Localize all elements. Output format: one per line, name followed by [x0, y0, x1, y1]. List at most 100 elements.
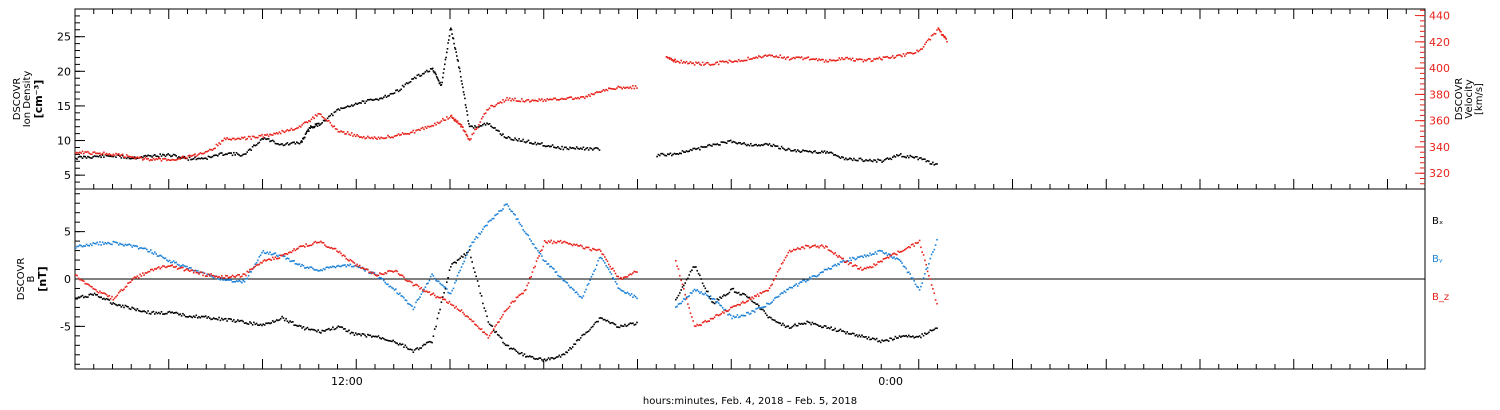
- point-ion-density: [464, 97, 466, 100]
- point-velocity: [259, 135, 262, 137]
- point-by: [140, 247, 143, 249]
- point-ion-density: [109, 155, 112, 158]
- point-by: [776, 296, 779, 298]
- point-bz: [239, 276, 242, 278]
- point-ion-density: [451, 33, 453, 35]
- point-bx: [593, 323, 595, 326]
- point-bz: [601, 253, 603, 255]
- point-velocity: [253, 135, 255, 138]
- point-ion-density: [436, 77, 439, 79]
- point-velocity: [223, 137, 226, 140]
- point-by: [862, 256, 865, 259]
- tick-label-top-right-1: 340: [1429, 141, 1450, 154]
- point-ion-density: [925, 160, 927, 163]
- point-by: [446, 288, 448, 290]
- point-by: [500, 209, 503, 212]
- point-ion-density: [315, 124, 317, 126]
- point-bz: [459, 310, 461, 312]
- point-ion-density: [914, 156, 917, 158]
- point-ion-density: [783, 148, 786, 150]
- point-ion-density: [96, 155, 98, 158]
- point-bx: [687, 277, 689, 280]
- point-by: [155, 253, 157, 255]
- point-bz: [80, 279, 82, 281]
- point-bx: [383, 337, 385, 340]
- point-ion-density: [330, 113, 333, 115]
- point-bz: [746, 300, 748, 303]
- point-by: [243, 280, 246, 283]
- point-bz: [883, 257, 886, 260]
- point-velocity: [251, 135, 254, 138]
- point-bx: [273, 321, 275, 323]
- point-by: [443, 286, 445, 288]
- point-ion-density: [353, 103, 356, 106]
- point-bz: [302, 245, 305, 247]
- point-ion-density: [733, 141, 736, 143]
- point-by: [380, 277, 382, 279]
- point-bz: [242, 273, 244, 275]
- point-by: [743, 315, 745, 317]
- point-ion-density: [162, 153, 164, 156]
- point-by: [778, 295, 780, 298]
- point-bz: [246, 270, 248, 273]
- point-by: [614, 281, 617, 283]
- point-ion-density: [449, 29, 451, 31]
- point-by: [751, 310, 753, 312]
- point-bz: [238, 274, 240, 276]
- point-velocity: [304, 121, 306, 124]
- point-velocity: [471, 133, 473, 136]
- point-velocity: [442, 117, 444, 120]
- point-bx: [255, 322, 258, 325]
- point-bx: [804, 323, 807, 325]
- point-bz: [812, 244, 815, 247]
- ylabel-bottom-line2: B: [26, 275, 37, 282]
- point-bz: [437, 296, 440, 299]
- point-bz: [780, 263, 783, 265]
- point-by: [93, 242, 96, 245]
- point-by: [334, 266, 337, 269]
- point-velocity: [376, 138, 378, 140]
- point-velocity: [95, 152, 97, 155]
- point-velocity: [593, 93, 595, 96]
- point-velocity: [372, 137, 374, 140]
- point-velocity: [853, 60, 855, 62]
- point-velocity: [737, 58, 740, 61]
- point-bx: [879, 341, 882, 344]
- point-by: [100, 244, 102, 246]
- point-by: [170, 261, 172, 264]
- point-bx: [116, 304, 119, 307]
- point-bz: [676, 265, 678, 268]
- point-velocity: [618, 86, 621, 88]
- point-ion-density: [850, 158, 852, 160]
- point-bx: [784, 326, 787, 328]
- point-velocity: [454, 120, 456, 122]
- point-velocity: [767, 54, 769, 57]
- point-velocity: [357, 135, 360, 137]
- point-by: [871, 253, 874, 255]
- point-bz: [340, 252, 342, 255]
- point-bx: [853, 332, 855, 335]
- point-bx: [265, 322, 267, 325]
- point-bz: [187, 269, 190, 271]
- point-bz: [348, 260, 350, 262]
- point-bz: [531, 271, 534, 273]
- point-velocity: [194, 153, 196, 155]
- point-velocity: [772, 55, 775, 58]
- point-ion-density: [76, 158, 78, 160]
- point-ion-density: [812, 150, 815, 153]
- point-ion-density: [257, 142, 259, 145]
- point-ion-density: [142, 156, 144, 159]
- point-velocity: [929, 38, 932, 41]
- point-bz: [202, 274, 204, 277]
- point-bx: [155, 311, 157, 314]
- point-velocity: [786, 56, 788, 59]
- point-by: [739, 315, 741, 318]
- point-velocity: [812, 58, 815, 60]
- point-by: [573, 289, 575, 291]
- point-by: [304, 267, 306, 269]
- ylabel-bottom-line3: [nT]: [36, 266, 49, 291]
- point-bz: [476, 325, 479, 328]
- point-velocity: [574, 97, 577, 99]
- point-ion-density: [839, 157, 842, 159]
- point-bx: [129, 308, 132, 311]
